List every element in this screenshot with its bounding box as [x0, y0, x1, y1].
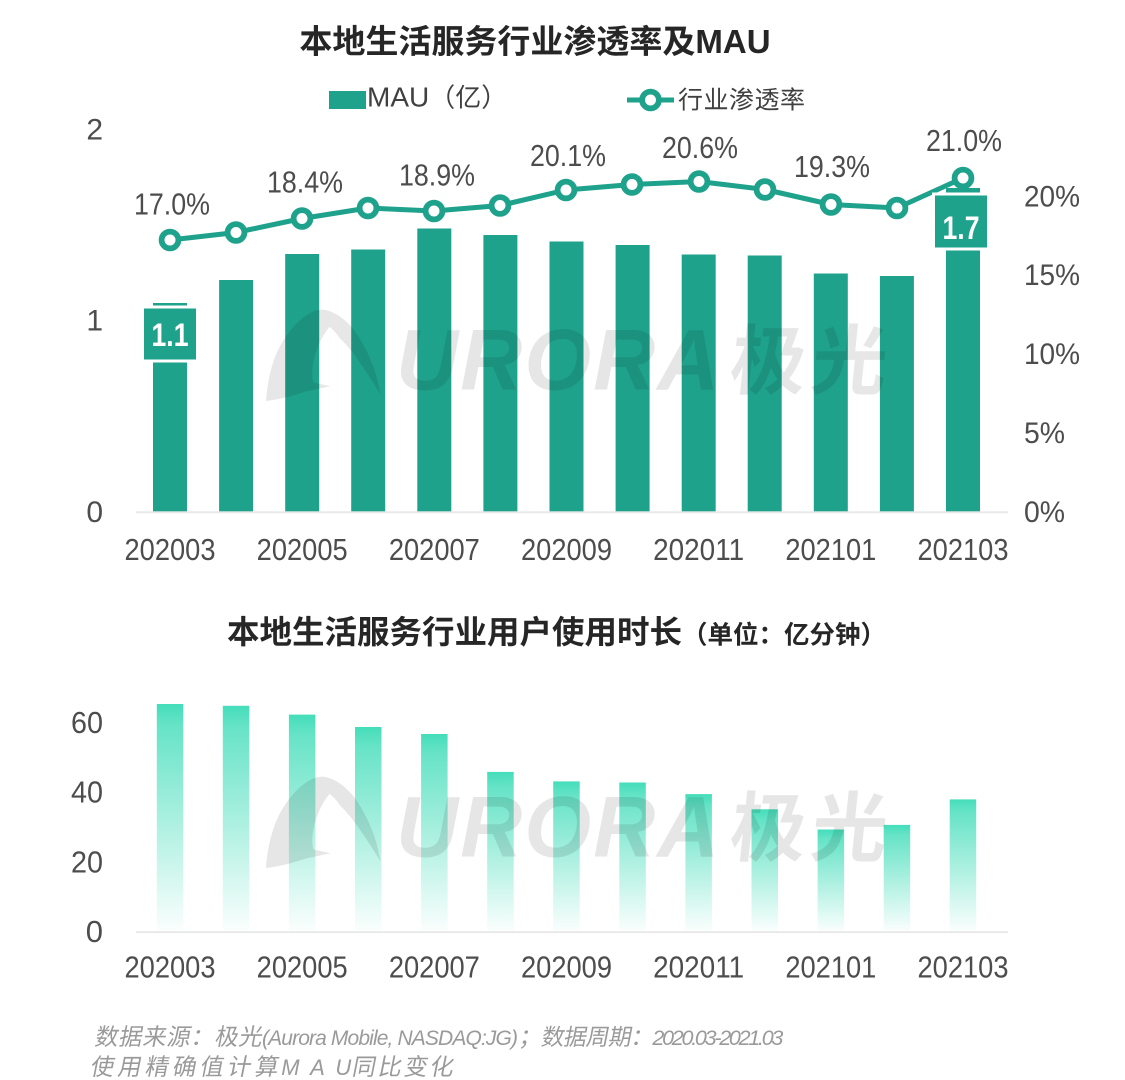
svg-text:18.4%: 18.4% [267, 164, 343, 199]
svg-text:1: 1 [86, 305, 103, 338]
svg-text:1.1: 1.1 [152, 317, 189, 353]
svg-text:21.0%: 21.0% [926, 123, 1002, 158]
svg-text:202007: 202007 [389, 949, 480, 984]
svg-text:202003: 202003 [125, 949, 216, 984]
svg-text:202103: 202103 [917, 949, 1008, 984]
svg-text:15%: 15% [1024, 259, 1080, 292]
svg-text:202101: 202101 [785, 949, 876, 984]
svg-text:20: 20 [71, 844, 103, 879]
svg-text:18.9%: 18.9% [399, 157, 475, 192]
svg-text:0: 0 [86, 914, 103, 949]
svg-text:202011: 202011 [653, 949, 744, 984]
svg-text:20.1%: 20.1% [530, 138, 606, 173]
svg-text:202005: 202005 [257, 949, 348, 984]
svg-text:2: 2 [86, 113, 103, 146]
svg-text:202011: 202011 [653, 532, 744, 567]
svg-text:MAU: MAU [695, 23, 770, 60]
svg-text:202009: 202009 [521, 532, 612, 567]
svg-text:20%: 20% [1024, 180, 1080, 213]
svg-text:URORA: URORA [396, 780, 721, 876]
svg-text:MAU: MAU [367, 82, 429, 113]
svg-text:40: 40 [71, 775, 103, 810]
svg-text:202007: 202007 [389, 532, 480, 567]
svg-text:0: 0 [86, 496, 103, 529]
svg-text:(Aurora Mobile, NASDAQ:JG): (Aurora Mobile, NASDAQ:JG) [262, 1027, 518, 1050]
svg-text:10%: 10% [1024, 338, 1080, 371]
svg-text:2020.03-2021.03: 2020.03-2021.03 [651, 1026, 783, 1050]
svg-text:202101: 202101 [785, 532, 876, 567]
svg-text:20.6%: 20.6% [662, 130, 738, 165]
svg-text:1.7: 1.7 [943, 210, 980, 246]
svg-text:202103: 202103 [917, 532, 1008, 567]
svg-text:19.3%: 19.3% [794, 149, 870, 184]
svg-text:5%: 5% [1024, 417, 1065, 450]
svg-text:URORA: URORA [396, 313, 721, 409]
svg-text:17.0%: 17.0% [134, 186, 210, 221]
svg-text:202005: 202005 [257, 532, 348, 567]
svg-text:0%: 0% [1024, 496, 1065, 529]
svg-text:60: 60 [71, 705, 103, 740]
svg-text:202003: 202003 [125, 532, 216, 567]
svg-text:202009: 202009 [521, 949, 612, 984]
svg-text:MAU: MAU [281, 1055, 351, 1080]
